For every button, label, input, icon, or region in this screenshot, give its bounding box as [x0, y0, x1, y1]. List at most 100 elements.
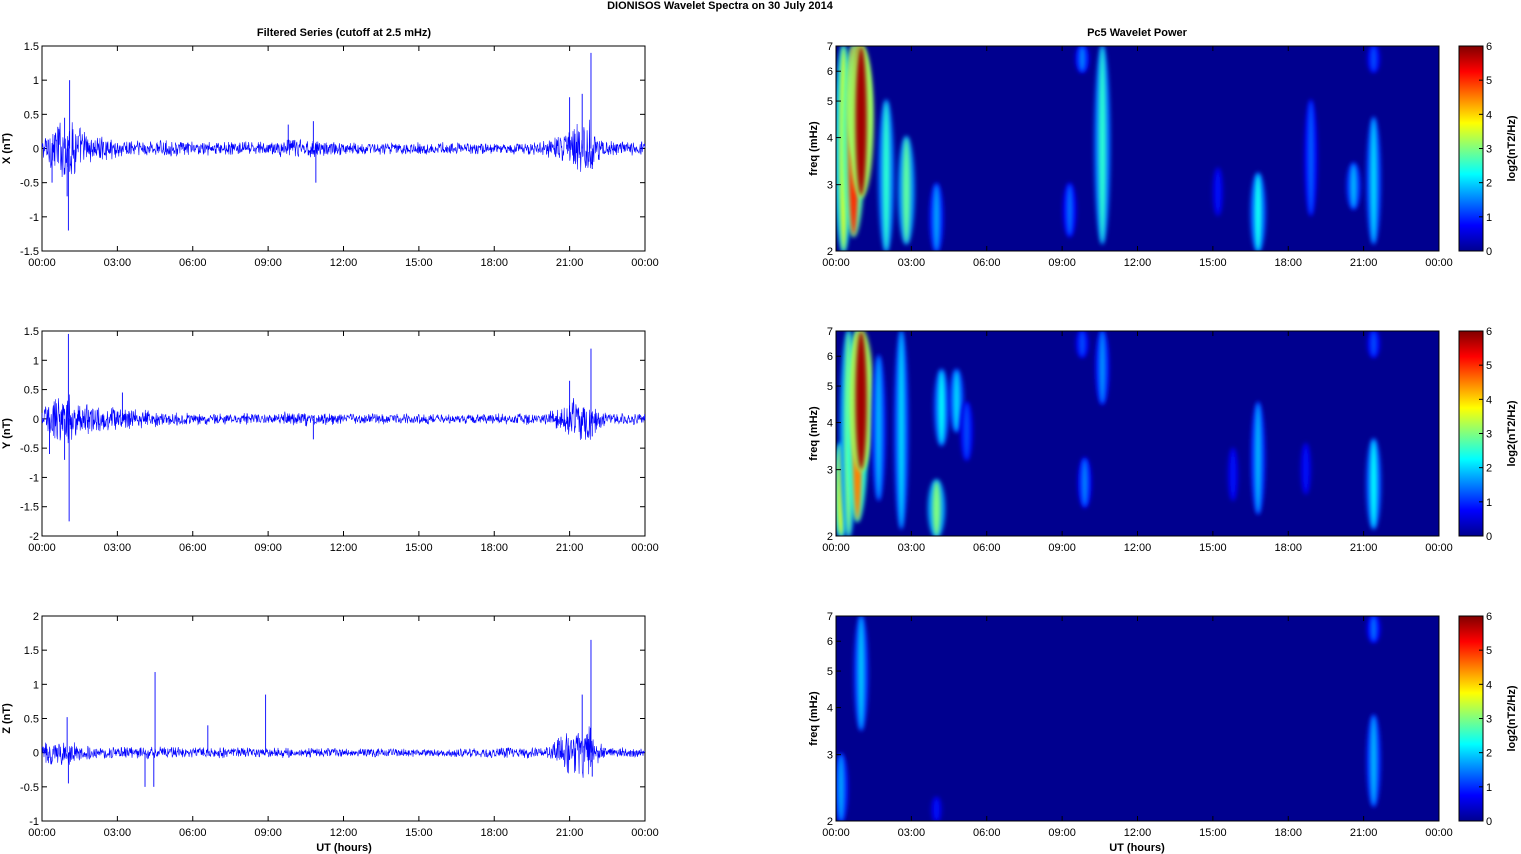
colorbar-tick-label: 5	[1486, 360, 1492, 372]
panel-z-series: 2 1.5 1 0.5 0 -0.5 -1 Z (nT) 00:00 03:00 06:00 09:0…	[1, 611, 659, 839]
power-blob	[932, 480, 941, 536]
x-axis-label-right: UT (hours)	[1109, 842, 1165, 854]
y-tick-label: 0.5	[24, 714, 39, 726]
series-x-tick-label: 15:00	[405, 542, 433, 554]
power-blob	[897, 331, 905, 529]
power-blob	[933, 184, 940, 251]
power-blob	[953, 370, 961, 431]
y-tick-label: 1.5	[24, 41, 39, 53]
colorbar-tick-label: 3	[1486, 429, 1492, 441]
plot-area	[41, 615, 646, 822]
y-tick-label: -1	[29, 212, 39, 224]
power-blob	[1307, 101, 1314, 215]
power-x-tick-label: 06:00	[973, 257, 1001, 269]
series-x-tick-label: 03:00	[104, 827, 132, 839]
series-x-tick-label: 00:00	[631, 257, 659, 269]
y-tick-label: 3	[827, 750, 833, 762]
power-x-tick-label: 06:00	[973, 542, 1001, 554]
right-column-title: Pc5 Wavelet Power	[1087, 27, 1188, 39]
power-x-tick-label: 09:00	[1048, 257, 1076, 269]
power-blob	[837, 754, 845, 821]
series-x-tick-label: 03:00	[104, 257, 132, 269]
panel-x-series: 1.5 1 0.5 0 -0.5 -1 -1.5 X (nT) 00:00 03:00 06:00 0…	[1, 41, 659, 269]
series-x-tick-label: 12:00	[330, 827, 358, 839]
series-x-tick-label: 09:00	[254, 257, 282, 269]
power-x-tick-label: 09:00	[1048, 542, 1076, 554]
series-trace	[41, 394, 646, 444]
power-blob	[1370, 439, 1378, 529]
colorbar-tick-label: 6	[1486, 326, 1492, 338]
left-column-title: Filtered Series (cutoff at 2.5 mHz)	[257, 27, 432, 39]
colorbar-tick-label: 4	[1486, 394, 1492, 406]
panel-y-wavelet-power: 2 3 4 5 6 7 freq (mHz) 00:00 03:00 06:00 09:00 12:0…	[808, 326, 1518, 554]
y-tick-label: 0	[33, 414, 39, 426]
y-tick-label: 7	[827, 326, 833, 338]
power-blob	[1350, 164, 1357, 209]
power-blob	[1098, 46, 1107, 243]
colorbar-tick-label: 2	[1486, 178, 1492, 190]
y-tick-label: 4	[827, 133, 833, 145]
series-x-tick-label: 00:00	[28, 257, 56, 269]
series-x-tick-label: 15:00	[405, 257, 433, 269]
colorbar-tick-label: 2	[1486, 748, 1492, 760]
y-tick-label: 1.5	[24, 326, 39, 338]
y-tick-label: 1	[33, 75, 39, 87]
colorbar-tick-label: 1	[1486, 212, 1492, 224]
y-tick-label: 5	[827, 381, 833, 393]
series-x-tick-label: 03:00	[104, 542, 132, 554]
power-blob	[1254, 174, 1262, 251]
power-x-tick-label: 00:00	[822, 827, 850, 839]
power-x-tick-label: 00:00	[822, 542, 850, 554]
power-x-tick-label: 03:00	[898, 542, 926, 554]
power-blob	[1370, 715, 1377, 806]
spectrum-blobs	[836, 331, 1382, 536]
colorbar-label: log2(nT2/Hz)	[1506, 400, 1518, 466]
plot-area	[41, 330, 646, 537]
power-blob	[882, 101, 890, 251]
colorbar-tick-label: 6	[1486, 611, 1492, 623]
y-tick-label: 0	[33, 144, 39, 156]
power-x-tick-label: 12:00	[1124, 257, 1152, 269]
series-x-tick-label: 18:00	[480, 542, 508, 554]
y-tick-label: -1.5	[20, 502, 39, 514]
colorbar-tick-label: 0	[1486, 531, 1492, 543]
spectrum-background	[836, 616, 1439, 821]
spectrum-background	[836, 331, 1439, 536]
colorbar-label: log2(nT2/Hz)	[1506, 115, 1518, 181]
series-x-tick-label: 21:00	[556, 257, 584, 269]
power-blob	[1215, 169, 1221, 215]
series-x-tick-label: 09:00	[254, 542, 282, 554]
colorbar-tick-label: 2	[1486, 463, 1492, 475]
y-tick-label: 1	[33, 679, 39, 691]
series-x-tick-label: 12:00	[330, 542, 358, 554]
series-x-tick-label: 09:00	[254, 827, 282, 839]
power-x-tick-label: 15:00	[1199, 542, 1227, 554]
y-tick-label: 2	[33, 611, 39, 623]
x-axis-label-left: UT (hours)	[316, 842, 372, 854]
y-tick-label: 0	[33, 748, 39, 760]
power-blob	[1303, 444, 1309, 494]
power-blob	[1081, 459, 1088, 507]
panel-x-wavelet-power: 2 3 4 5 6 7 freq (mHz) 00:00 03:00 06:00 09:00 12:0…	[808, 41, 1518, 269]
power-x-tick-label: 03:00	[898, 827, 926, 839]
y-tick-label: 5	[827, 96, 833, 108]
series-x-tick-label: 00:00	[28, 542, 56, 554]
colorbar-tick-label: 4	[1486, 109, 1492, 121]
y-tick-label: 6	[827, 636, 833, 648]
power-blob	[933, 798, 940, 821]
power-blob	[1230, 449, 1236, 500]
power-x-tick-label: 15:00	[1199, 827, 1227, 839]
y-tick-label: 1	[33, 355, 39, 367]
y-tick-label: -1	[29, 472, 39, 484]
y-axis-label: X (nT)	[1, 133, 13, 164]
power-x-tick-label: 00:00	[822, 257, 850, 269]
colorbar-tick-label: 4	[1486, 679, 1492, 691]
power-blob	[1099, 331, 1106, 404]
power-blob	[1079, 331, 1086, 357]
series-x-tick-label: 18:00	[480, 257, 508, 269]
power-blob	[963, 403, 970, 460]
series-x-tick-label: 21:00	[556, 542, 584, 554]
power-x-tick-label: 00:00	[1425, 257, 1453, 269]
power-x-tick-label: 06:00	[973, 827, 1001, 839]
